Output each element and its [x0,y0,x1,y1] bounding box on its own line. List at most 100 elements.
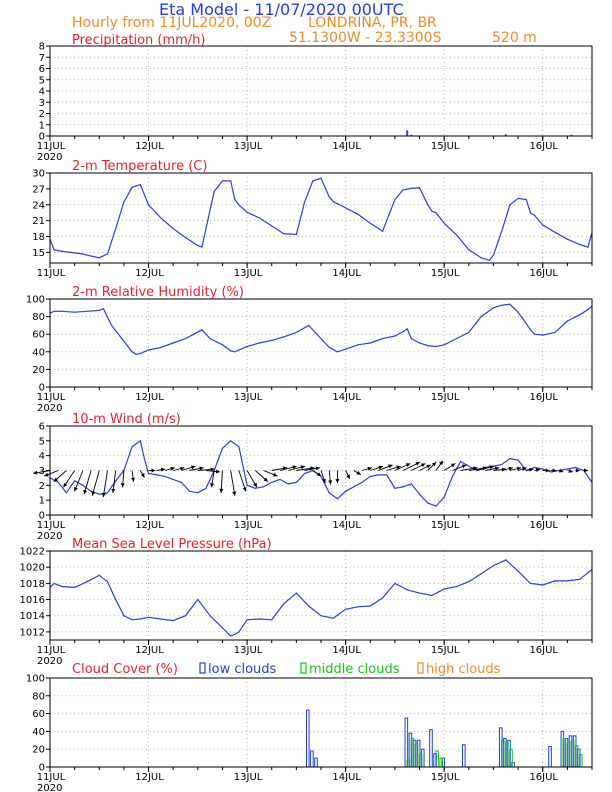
legend-label: high clouds [426,662,501,677]
rh-point [110,324,113,326]
wind-arrow-head [328,480,333,485]
wind-point [57,481,59,483]
mslp-point [320,615,322,617]
wind-arrow-head [101,492,106,498]
rh-point [579,314,581,316]
y-tick-label: 3 [39,466,45,477]
wind-arrow-head [335,479,340,484]
mslp-point [443,588,445,590]
temp-point [98,257,100,259]
x-year-label: 2020 [37,531,62,542]
rh-point [74,311,76,313]
rh-point [246,345,248,348]
wind-point [147,472,150,475]
temp-point [410,187,412,189]
legend-swatch [199,662,206,674]
y-tick-label: 0 [39,132,45,143]
mslp-point [529,582,532,584]
wind-arrow-head [545,468,550,473]
x-tick-label: 12JUL [135,772,164,783]
x-tick-label: 16JUL [529,392,558,403]
wind-arrow-head [273,472,278,477]
wind-point [542,468,544,470]
mslp-point [394,582,396,584]
mslp-point [115,598,117,601]
wind-point [566,468,568,470]
wind-arrow-head [516,466,522,471]
wind-series-line [49,439,593,507]
x-tick-label: 12JUL [135,268,164,279]
wind-arrow-head [151,468,156,473]
wind-point [410,483,412,485]
y-tick-label: 1022 [20,547,45,558]
y-tick-label: 1 [39,120,45,131]
mslp-point [406,589,408,591]
cloud-bar-1 [570,739,575,768]
rh-point [98,309,100,312]
rh-point [61,310,63,312]
rh-point [131,351,133,353]
panel-precip [46,45,593,141]
wind-arrow-head [74,487,78,492]
cloud-bar-1 [410,738,415,768]
y-tick-label: 6 [39,422,45,433]
wind-arrow-head [584,468,588,473]
wind-arrow [91,470,100,496]
legend-label: low clouds [208,662,277,677]
wind-arrow-head [191,465,196,470]
x-tick-label: 11JUL [37,268,66,279]
panel-title: 2-m Relative Humidity (%) [72,285,244,300]
plot-frame [49,172,593,264]
wind-arrow-head [170,466,175,471]
rh-point [566,320,568,322]
mslp-point [381,597,384,599]
panel-title: Precipitation (mm/h) [72,33,205,48]
temp-point [90,255,92,257]
rh-point [357,344,359,346]
temp-point [234,198,236,201]
precip-bar [406,130,409,136]
mslp-point [492,564,495,567]
wind-arrow-head [180,466,185,471]
wind-point [303,472,306,475]
wind-point [443,496,445,498]
wind-point [180,481,182,483]
wind-point [328,492,330,494]
x-tick-label: 15JUL [431,141,460,152]
temp-point [69,251,72,254]
x-tick-label: 14JUL [332,141,361,152]
panel-title: 2-m Temperature (C) [72,159,207,174]
y-tick-label: 7 [39,53,45,64]
rh-series-line [49,303,593,356]
mslp-point [131,619,133,621]
y-tick-label: 2 [39,109,45,120]
temp-point [345,207,347,209]
temp-point [312,180,314,182]
x-tick-label: 16JUL [529,141,558,152]
temp-point [271,225,273,227]
cloud-bar-1 [406,759,411,768]
temp-point [82,253,84,255]
rh-point [234,351,236,353]
legend-swatch [417,662,424,674]
mslp-point [246,619,248,621]
y-tick-label: 30 [32,169,45,180]
y-tick-label: 60 [32,330,45,341]
wind-point [550,471,552,473]
temp-point [160,217,162,219]
wind-arrow-head [522,467,527,471]
wind-point [205,487,207,489]
wind-point [353,486,355,488]
plot-frame [49,550,593,641]
wind-arrow-head [300,465,305,470]
plot-frame [49,45,593,137]
y-tick-label: 8 [39,42,45,53]
plot-frame [49,425,593,516]
rh-point [509,303,511,305]
x-tick-label: 13JUL [234,268,263,279]
mslp-point [53,582,55,584]
wind-point [418,493,421,495]
wind-point [336,498,339,500]
wind-point [139,440,141,442]
y-tick-label: 4 [39,87,45,98]
